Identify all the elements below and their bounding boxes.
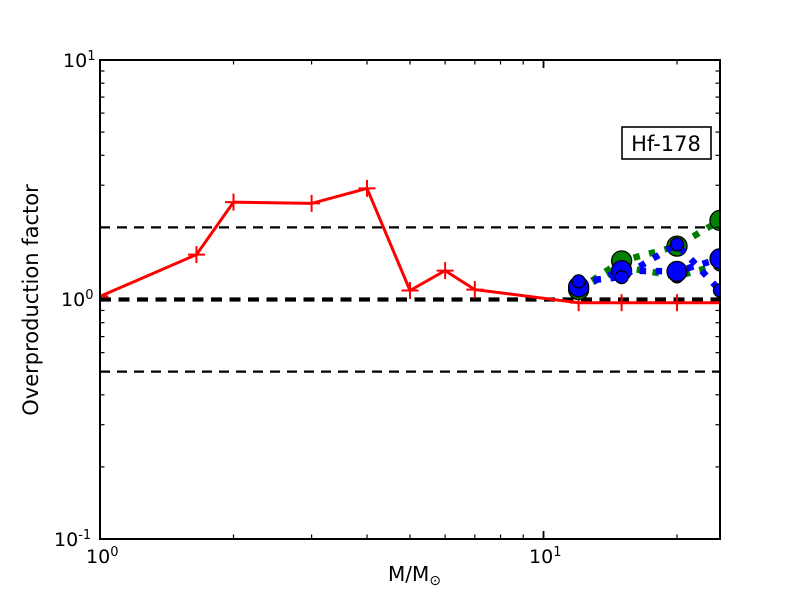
- circle-marker: [669, 237, 685, 252]
- circle-marker: [614, 269, 629, 285]
- circle-marker: [571, 274, 586, 289]
- plot-area: [100, 179, 720, 373]
- circle-marker: [709, 209, 720, 232]
- x-tick-label-1: 100: [86, 545, 118, 568]
- series-line: [577, 255, 720, 290]
- x-tick-label-10: 101: [529, 545, 561, 568]
- series-line: [100, 186, 720, 305]
- sun-symbol: ⊙: [429, 573, 441, 589]
- series-line: [576, 217, 720, 293]
- series-massive-blue-small-circles: [571, 237, 720, 298]
- plot-frame: [99, 59, 721, 540]
- legend-box: Hf-178: [621, 126, 712, 160]
- circle-marker: [666, 260, 688, 283]
- y-axis-label: Overproduction factor: [19, 184, 43, 416]
- circle-marker: [709, 248, 720, 270]
- y-tick-label-1: 100: [61, 288, 93, 311]
- series-line: [578, 240, 720, 293]
- y-tick-label-10: 101: [63, 49, 95, 72]
- series-agb-models-red: [100, 179, 720, 312]
- circle-marker: [712, 283, 720, 298]
- series-massive-green-large-circles: [567, 209, 720, 301]
- x-axis-label: M/M⊙: [388, 562, 441, 589]
- legend-label: Hf-178: [631, 132, 701, 156]
- legend-border: [621, 126, 712, 160]
- y-tick-label-0p1: 10-1: [54, 528, 91, 551]
